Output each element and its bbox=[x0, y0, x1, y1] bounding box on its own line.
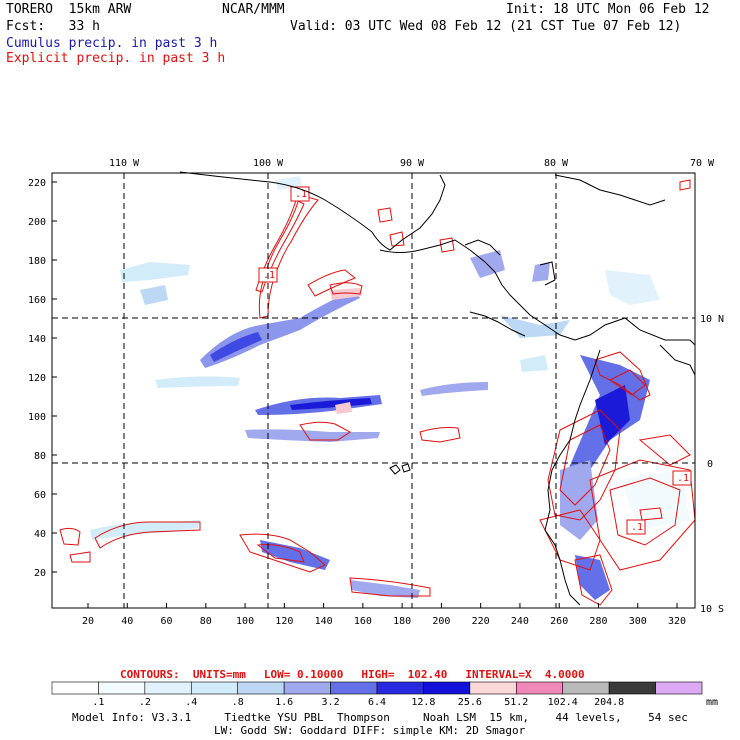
colorbar-label: 204.8 bbox=[594, 697, 624, 708]
contours-units: CONTOURS: UNITS=mm bbox=[120, 668, 246, 681]
model-info-line1: Model Info: V3.3.1 Tiedtke YSU PBL Thomp… bbox=[72, 711, 688, 724]
y-tick-label: 160 bbox=[28, 295, 46, 306]
lat-lon-grid bbox=[52, 173, 695, 608]
x-tick-label: 220 bbox=[472, 616, 490, 627]
colorbar-swatch bbox=[330, 681, 378, 695]
lon-label: 90 W bbox=[400, 158, 425, 169]
colorbar-swatch bbox=[376, 681, 424, 695]
x-tick-label: 100 bbox=[236, 616, 254, 627]
x-tick-label: 60 bbox=[161, 616, 173, 627]
x-tick-label: 180 bbox=[393, 616, 411, 627]
colorbar-label: 25.6 bbox=[458, 697, 482, 708]
longitude-labels: 110 W 100 W 90 W 80 W 70 W bbox=[109, 158, 715, 169]
x-tick-label: 120 bbox=[275, 616, 293, 627]
model-info-line2: LW: Godd SW: Goddard DIFF: simple KM: 2D… bbox=[214, 724, 526, 737]
lat-label: 10 S bbox=[700, 604, 724, 615]
lon-label: 110 W bbox=[109, 158, 140, 169]
contours-high: HIGH= 102.40 bbox=[361, 668, 448, 681]
x-tick-label: 260 bbox=[550, 616, 568, 627]
model-title: TORERO 15km ARW bbox=[6, 2, 132, 17]
x-ticks: 20 40 60 80 100 120 140 160 180 200 220 240 260 280 30… bbox=[82, 603, 686, 627]
y-tick-label: 60 bbox=[34, 490, 46, 501]
y-tick-label: 20 bbox=[34, 568, 46, 579]
x-tick-label: 40 bbox=[121, 616, 133, 627]
colorbar-swatch bbox=[562, 681, 610, 695]
colorbar-swatch bbox=[98, 681, 146, 695]
colorbar-label: .1 bbox=[92, 697, 104, 708]
contour-label: .1 bbox=[263, 270, 275, 281]
x-tick-label: 140 bbox=[315, 616, 333, 627]
colorbar-unit: mm bbox=[706, 697, 718, 708]
y-tick-label: 120 bbox=[28, 373, 46, 384]
y-tick-label: 40 bbox=[34, 529, 46, 540]
contour-label: .1 bbox=[677, 473, 689, 484]
colorbar-label: 12.8 bbox=[411, 697, 435, 708]
colorbar-label: 51.2 bbox=[504, 697, 528, 708]
colorbar-swatch bbox=[144, 681, 192, 695]
colorbar: .1 .2 .4 .8 1.6 3.2 6.4 12.8 25.6 51.2 102.4 204.8 m… bbox=[51, 681, 718, 708]
y-tick-label: 100 bbox=[28, 412, 46, 423]
colorbar-label: 3.2 bbox=[322, 697, 340, 708]
lon-label: 80 W bbox=[544, 158, 569, 169]
x-tick-label: 320 bbox=[668, 616, 686, 627]
map-frame bbox=[51, 172, 696, 609]
lat-label: 0 bbox=[707, 459, 713, 470]
x-tick-label: 200 bbox=[432, 616, 450, 627]
forecast-hour: Fcst: 33 h bbox=[6, 19, 100, 34]
explicit-field-label: Explicit precip. in past 3 h bbox=[6, 51, 226, 66]
explicit-precip-contours bbox=[59, 179, 696, 606]
lon-label: 100 W bbox=[253, 158, 284, 169]
colorbar-swatch bbox=[469, 681, 517, 695]
contour-label: .1 bbox=[631, 522, 643, 533]
y-tick-label: 200 bbox=[28, 217, 46, 228]
y-tick-label: 80 bbox=[34, 451, 46, 462]
latitude-labels: 10 N 0 10 S bbox=[700, 314, 724, 615]
y-ticks: 20 40 60 80 100 120 140 160 180 200 220 bbox=[28, 178, 57, 579]
coastlines bbox=[179, 171, 696, 606]
valid-time: Valid: 03 UTC Wed 08 Feb 12 (21 CST Tue … bbox=[290, 19, 682, 34]
contours-low: LOW= 0.10000 bbox=[263, 668, 344, 681]
colorbar-swatch bbox=[51, 681, 99, 695]
cumulus-precip-shading bbox=[90, 176, 690, 600]
colorbar-swatch bbox=[423, 681, 471, 695]
colorbar-label: 102.4 bbox=[548, 697, 578, 708]
x-tick-label: 80 bbox=[200, 616, 212, 627]
colorbar-swatch bbox=[515, 681, 564, 695]
colorbar-label: .4 bbox=[185, 697, 197, 708]
x-tick-label: 280 bbox=[589, 616, 607, 627]
colorbar-swatch bbox=[190, 681, 239, 695]
init-time: Init: 18 UTC Mon 06 Feb 12 bbox=[506, 2, 710, 17]
colorbar-label: .8 bbox=[232, 697, 244, 708]
colorbar-label: 1.6 bbox=[275, 697, 293, 708]
organization-label: NCAR/MMM bbox=[222, 2, 285, 17]
colorbar-label: .2 bbox=[139, 697, 151, 708]
x-tick-label: 160 bbox=[354, 616, 372, 627]
lat-label: 10 N bbox=[700, 314, 724, 325]
x-tick-label: 20 bbox=[82, 616, 94, 627]
colorbar-swatch bbox=[655, 681, 703, 695]
contours-interval: INTERVAL=X 4.0000 bbox=[465, 668, 585, 681]
colorbar-swatch bbox=[237, 681, 285, 695]
colorbar-label: 6.4 bbox=[368, 697, 386, 708]
contours-info: CONTOURS: UNITS=mm LOW= 0.10000 HIGH= 102.… bbox=[120, 668, 603, 681]
x-tick-label: 240 bbox=[511, 616, 529, 627]
y-tick-label: 180 bbox=[28, 256, 46, 267]
y-tick-label: 140 bbox=[28, 334, 46, 345]
contour-labels: .1 .1 .1 .1 bbox=[258, 186, 692, 535]
lon-label: 70 W bbox=[690, 158, 715, 169]
x-tick-label: 300 bbox=[629, 616, 647, 627]
colorbar-swatch bbox=[283, 681, 331, 695]
y-tick-label: 220 bbox=[28, 178, 46, 189]
colorbar-swatch bbox=[608, 681, 656, 695]
cumulus-field-label: Cumulus precip. in past 3 h bbox=[6, 36, 218, 51]
contour-label: .1 bbox=[295, 189, 307, 200]
